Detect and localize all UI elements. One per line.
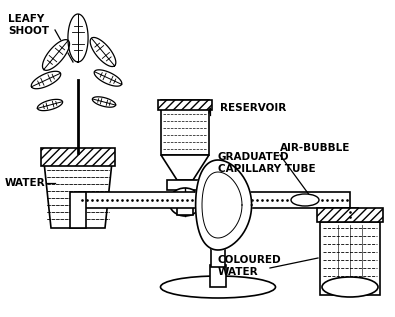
Bar (210, 265, 226, 287)
Polygon shape (43, 40, 70, 70)
Polygon shape (68, 14, 88, 62)
Text: GRADUATED
CAPILLARY TUBE: GRADUATED CAPILLARY TUBE (218, 152, 316, 174)
Bar (70, 192, 86, 228)
Ellipse shape (177, 194, 193, 210)
Polygon shape (196, 160, 252, 250)
Bar (161, 100, 209, 155)
Bar (158, 100, 212, 110)
Bar (317, 208, 383, 222)
Ellipse shape (291, 194, 319, 206)
Bar (177, 200, 193, 215)
Text: RESERVOIR: RESERVOIR (220, 103, 286, 113)
Bar (317, 208, 383, 222)
Bar (211, 245, 225, 267)
Bar (320, 222, 380, 295)
Bar (342, 208, 358, 222)
Bar (41, 148, 115, 166)
Ellipse shape (169, 188, 201, 216)
Polygon shape (90, 37, 116, 67)
Ellipse shape (322, 277, 378, 297)
Ellipse shape (160, 276, 275, 298)
Bar (158, 100, 212, 110)
Polygon shape (92, 97, 116, 107)
Text: COLOURED
WATER: COLOURED WATER (218, 255, 282, 277)
Polygon shape (161, 155, 209, 180)
Text: WATER: WATER (5, 178, 46, 188)
Bar (167, 180, 203, 190)
Bar (41, 148, 115, 166)
Text: AIR-BUBBLE: AIR-BUBBLE (280, 143, 350, 153)
Bar (78, 192, 350, 208)
Polygon shape (31, 71, 61, 89)
Polygon shape (44, 162, 112, 228)
Polygon shape (94, 70, 122, 86)
Text: LEAFY
SHOOT: LEAFY SHOOT (8, 14, 49, 36)
Polygon shape (38, 99, 63, 111)
